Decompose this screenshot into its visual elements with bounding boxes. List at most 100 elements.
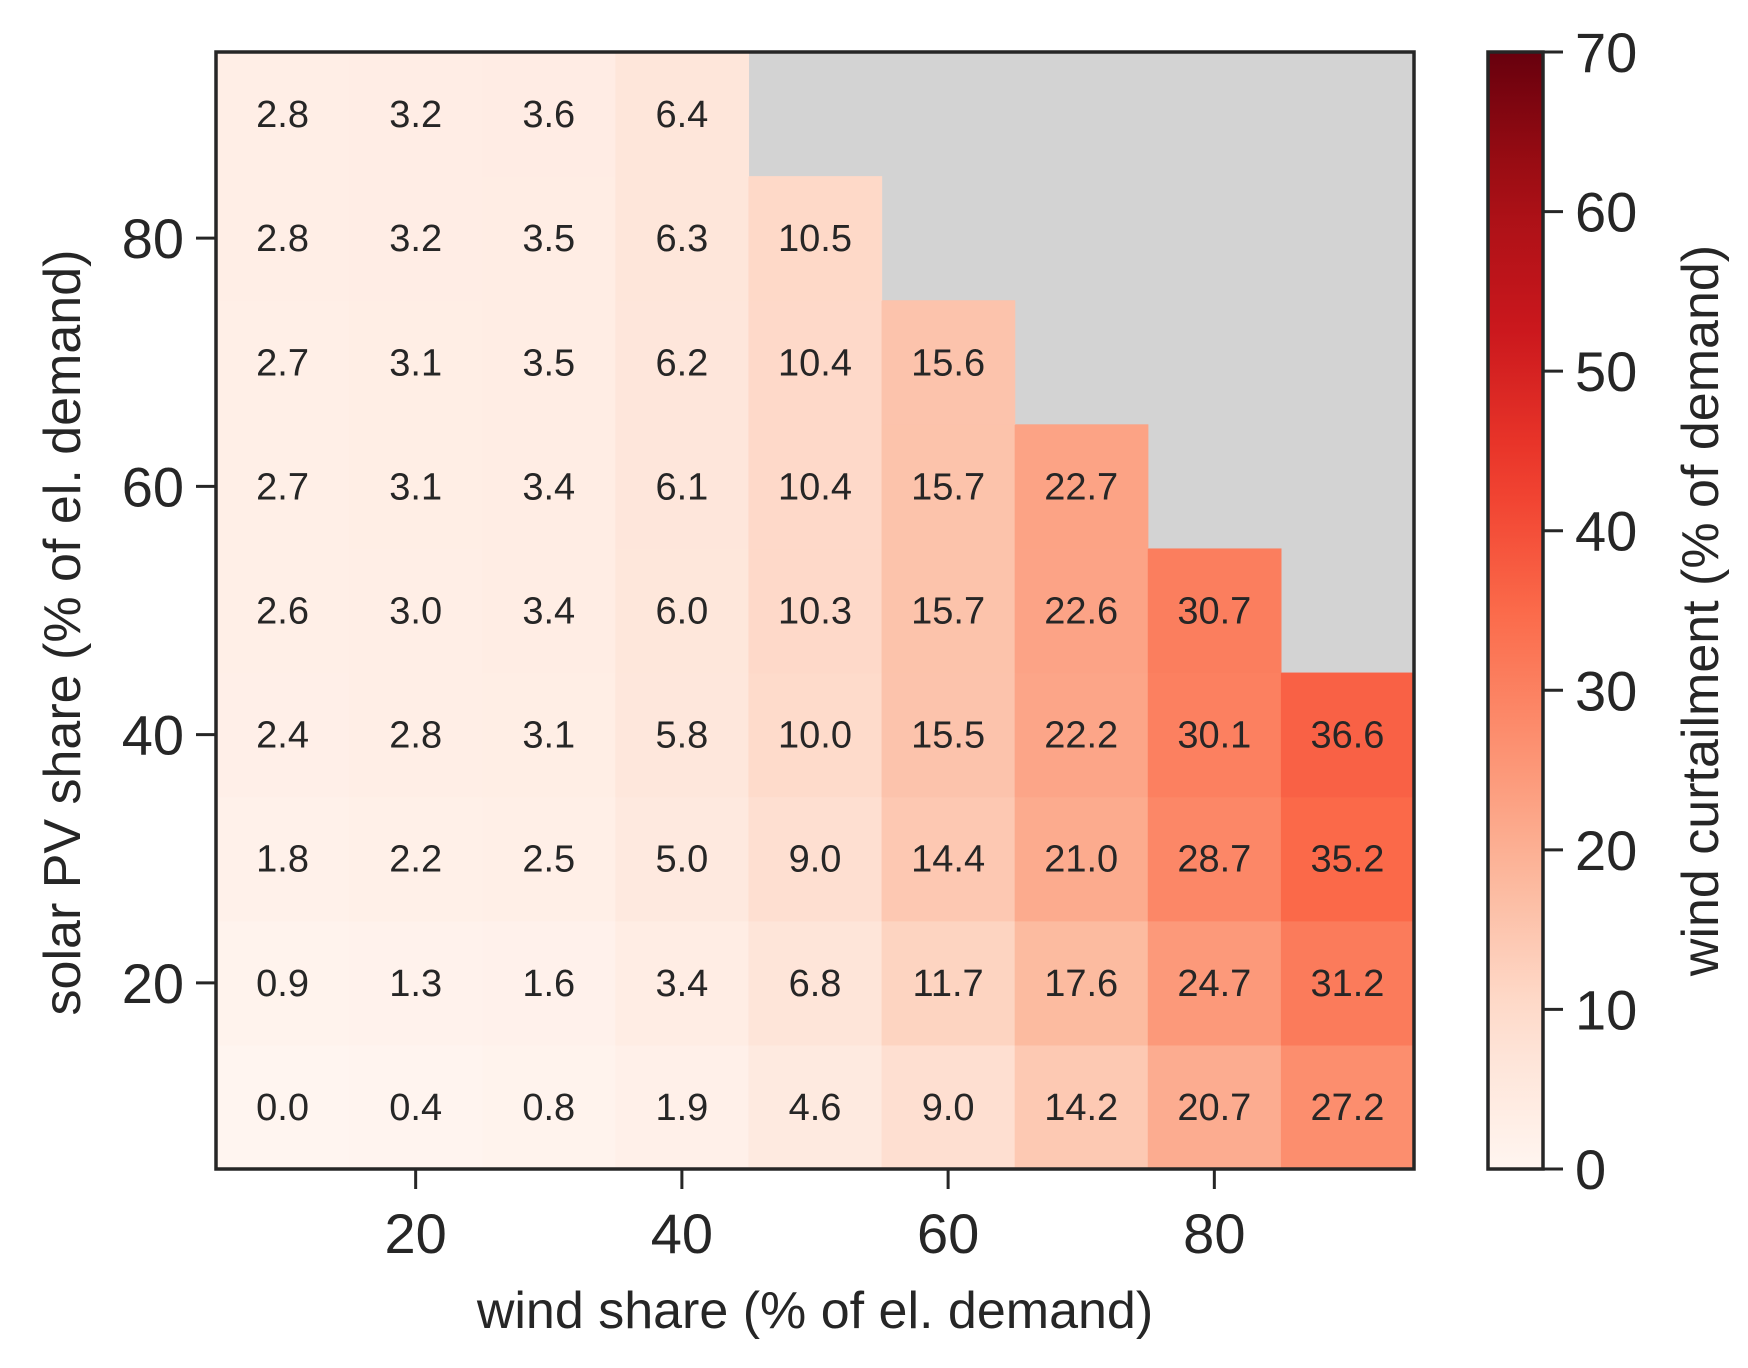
cell-value-label: 3.4 [655,963,708,1005]
heatmap-cell [482,672,616,798]
heatmap-cell [349,796,483,922]
plot-area: 0.0 0.4 0.8 1.9 4.6 9.0 14.2 20.7 27.2 0.9 1.3 1.6 3… [216,52,1415,1170]
cell-value-label: 2.6 [256,591,309,633]
cell-value-label: 2.2 [389,839,442,881]
cell-value-label: 3.2 [389,94,442,136]
colorbar-tick-label: 0 [1575,1138,1606,1201]
heatmap-cell [881,424,1016,550]
cell-value-label: 3.2 [389,218,442,260]
cell-value-label: 6.2 [655,342,708,384]
heatmap-cell [615,796,750,922]
cell-value-label: 2.7 [256,466,309,508]
x-tick-label: 60 [917,1202,979,1265]
heatmap-cell [748,176,883,301]
heatmap-cell [349,300,483,425]
cell-value-label: 3.6 [522,94,575,136]
cell-value-label: 28.7 [1177,839,1251,881]
cell-value-label: 10.3 [778,591,852,633]
cell-value-label: 1.6 [522,963,575,1005]
heatmap-cell [216,920,350,1046]
heatmap-cell [216,176,350,301]
x-tick-label: 80 [1183,1202,1245,1265]
cell-value-label: 36.6 [1310,715,1384,757]
heatmap-cell [216,424,350,550]
cell-value-label: 10.4 [778,466,852,508]
cell-value-label: 10.0 [778,715,852,757]
cell-value-label: 24.7 [1177,963,1251,1005]
heatmap-cell [349,176,483,301]
heatmap-cell [748,796,883,922]
cell-value-label: 2.7 [256,342,309,384]
colorbar-gradient [1486,50,1545,1171]
cell-value-label: 3.4 [522,466,575,508]
cell-value-label: 2.8 [256,218,309,260]
heatmap-cell [748,300,883,425]
cell-value-label: 21.0 [1044,839,1118,881]
cell-value-label: 15.5 [911,715,985,757]
heatmap-cell [881,1044,1016,1170]
cell-value-label: 15.7 [911,591,985,633]
cell-value-label: 20.7 [1177,1087,1251,1129]
cell-value-label: 22.6 [1044,591,1118,633]
cell-value-label: 2.5 [522,839,575,881]
cell-value-label: 5.0 [655,839,708,881]
cell-value-label: 2.8 [389,715,442,757]
cell-value-label: 6.8 [789,963,842,1005]
cell-value-label: 0.8 [522,1087,575,1129]
heatmap-cell [349,672,483,798]
cell-value-label: 14.2 [1044,1087,1118,1129]
heatmap-cell [349,52,483,177]
colorbar-tick-label: 70 [1575,21,1637,84]
heatmap-cell [1014,548,1149,674]
heatmap-cell [1280,672,1415,798]
heatmap-cell [1147,920,1282,1046]
cell-value-label: 10.5 [778,218,852,260]
heatmap-cell [615,548,750,674]
heatmap-cell [1147,672,1282,798]
colorbar-tick-label: 60 [1575,181,1637,244]
cell-value-label: 9.0 [922,1087,975,1129]
heatmap-cell [482,424,616,550]
y-axis-label: solar PV share (% of el. demand) [34,250,92,1016]
y-tick-label: 80 [122,207,184,270]
colorbar-tick-label: 20 [1575,819,1637,882]
heatmap-cell [615,52,750,177]
heatmap-cell [216,548,350,674]
cell-value-label: 35.2 [1310,839,1384,881]
cell-value-label: 6.1 [655,466,708,508]
heatmap-cell [881,672,1016,798]
cell-value-label: 4.6 [789,1087,842,1129]
heatmap-cell [881,300,1016,425]
heatmap-cell [482,920,616,1046]
cell-value-label: 15.6 [911,342,985,384]
cell-value-label: 3.5 [522,342,575,384]
heatmap-cell [748,424,883,550]
colorbar-label: wind curtailment (% of demand) [1672,245,1730,977]
cell-value-label: 3.1 [389,342,442,384]
heatmap-cell [1014,1044,1149,1170]
heatmap-cell [349,920,483,1046]
cell-value-label: 11.7 [913,963,984,1005]
heatmap-cell [482,52,616,177]
colorbar: 0 10 20 30 40 50 60 70 [1486,21,1637,1201]
cell-value-label: 3.5 [522,218,575,260]
x-axis-label: wind share (% of el. demand) [476,1282,1153,1340]
heatmap-cell [482,796,616,922]
heatmap-cell [748,920,883,1046]
cell-value-label: 2.8 [256,94,309,136]
heatmap-cell [881,548,1016,674]
heatmap-cell [615,672,750,798]
cell-value-label: 3.1 [389,466,442,508]
heatmap-cell [482,176,616,301]
plot-frame [214,50,1416,1171]
cell-value-label: 22.2 [1044,715,1118,757]
cell-value-label: 6.0 [655,591,708,633]
cell-value-label: 3.0 [389,591,442,633]
heatmap-cell [881,920,1016,1046]
cell-value-label: 3.4 [522,591,575,633]
cell-value-label: 1.3 [389,963,442,1005]
y-tick-label: 40 [122,704,184,767]
cell-value-label: 30.1 [1177,715,1251,757]
